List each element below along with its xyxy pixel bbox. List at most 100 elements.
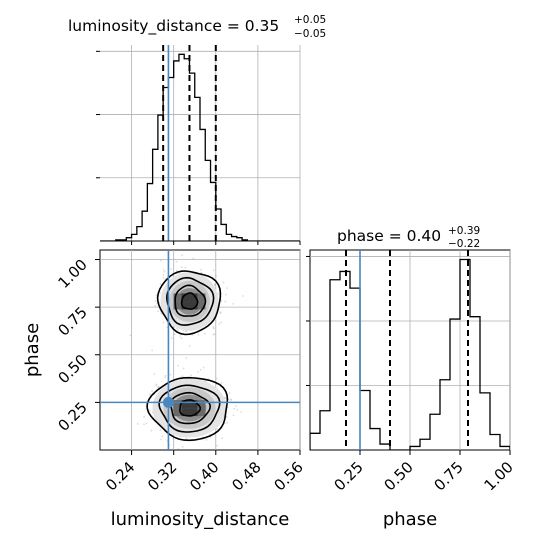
x-axis-label-phase: phase [383,509,437,530]
scatter-point [233,407,236,410]
scatter-point [229,399,232,402]
scatter-point [184,330,187,333]
contour-line [169,391,212,425]
xtick-label: 0.50 [380,458,416,494]
density-cell [173,293,182,302]
scatter-point [172,437,175,440]
scatter-point [200,269,202,271]
contour-line [158,384,221,433]
scatter-point [220,299,223,302]
scatter-point [160,259,162,262]
scatter-point [197,334,200,336]
scatter-point [154,304,157,307]
scatter-point [148,409,151,412]
joint-truth-lines [100,250,300,450]
scatter-point [179,335,181,337]
scatter-point [219,311,222,314]
scatter-point [185,357,188,360]
scatter-point [185,437,188,440]
scatter-point [230,398,233,401]
scatter-point [161,435,164,438]
scatter-point [164,374,167,377]
xtick-label: 0.40 [186,458,222,494]
density-cell [181,293,190,302]
joint-density [152,272,227,438]
scatter-point [175,260,178,263]
contour-line [146,376,229,442]
scatter-point [190,374,193,377]
scatter-point [163,270,166,273]
scatter-point [202,366,205,369]
scatter-point [224,396,227,399]
scatter-point [155,384,158,387]
scatter-point [170,337,173,339]
ld-title-minus: −0.05 [294,28,326,40]
ld-hist-ticks [96,50,301,245]
density-cell [173,400,182,409]
contour-line [165,276,215,326]
scatter-point [177,448,180,450]
scatter-point [151,349,153,352]
scatter-point [225,415,228,418]
density-cell [189,301,198,310]
ld-hist-panel [96,45,301,245]
xtick-label: 0.24 [102,458,138,494]
scatter-point [162,268,165,271]
scatter-point [213,283,216,286]
density-cell [197,293,206,302]
scatter-point [226,287,228,289]
phase-hist-steps [310,258,510,450]
scatter-point [215,274,218,277]
ytick-label: 0.50 [54,351,90,387]
density-cell [197,408,206,417]
scatter-point [162,274,165,276]
scatter-point [162,276,165,279]
scatter-point [194,452,196,454]
scatter-point [177,329,179,332]
phase-title: phase = 0.40 [337,227,441,245]
scatter-point [192,257,195,260]
scatter-point [159,292,162,294]
scatter-point [153,373,156,375]
scatter-point [225,293,227,296]
joint-panel: 0.24 0.32 0.40 0.48 0.56 0.25 0.50 0.75 1.00 [54,249,307,494]
density-cell [181,400,190,409]
scatter-point [200,271,203,274]
scatter-point [226,421,229,424]
scatter-point [177,364,179,367]
scatter-point [175,269,178,272]
scatter-point [182,367,185,370]
phase-hist-panel: 0.25 0.50 0.75 1.00 [306,249,517,494]
ld-hist-step-line [100,53,300,241]
scatter-point [181,266,183,269]
scatter-point [162,321,165,324]
xtick-label: 0.48 [228,458,264,494]
scatter-point [160,312,163,315]
scatter-point [188,345,191,347]
ytick-label: 0.75 [54,303,90,339]
scatter-point [154,299,157,302]
scatter-point [157,386,159,389]
ld-hist-marks [162,45,217,241]
scatter-point [157,310,159,313]
scatter-point [145,422,148,425]
scatter-point [232,302,234,305]
scatter-point [224,300,227,303]
contour-line [179,399,202,417]
scatter-point [159,429,162,432]
ld-title-plus: +0.05 [294,14,326,26]
scatter-point [212,327,215,330]
density-cell [173,301,182,310]
scatter-point [151,390,153,393]
contour-line [156,270,222,336]
density-cell [173,408,182,417]
scatter-point [228,392,231,394]
scatter-point [236,409,239,411]
xtick-label: 0.25 [330,458,366,494]
x-axis-label-luminosity-distance: luminosity_distance [111,509,290,530]
phase-title-minus: −0.22 [448,238,480,250]
density-cell [197,301,206,310]
scatter-point [181,375,184,378]
joint-contours [146,270,229,442]
scatter-point [221,437,223,440]
